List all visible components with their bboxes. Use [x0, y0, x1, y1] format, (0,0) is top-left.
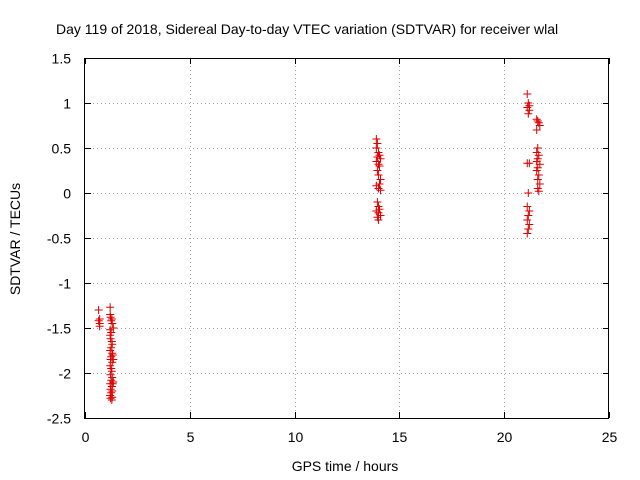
data-point	[525, 106, 534, 115]
data-point	[376, 186, 385, 195]
data-point	[533, 144, 542, 152]
x-tick-label: 25	[602, 429, 618, 445]
y-tick-label: -0.5	[47, 231, 71, 247]
y-tick-label: 0.5	[52, 141, 72, 157]
data-point	[534, 171, 543, 179]
data-point	[373, 166, 382, 175]
y-axis-label: SDTVAR / TECUs	[7, 183, 23, 295]
data-point	[374, 171, 383, 179]
data-point	[535, 180, 544, 188]
data-point	[524, 189, 533, 197]
data-point	[523, 90, 532, 98]
y-tick-label: 1	[63, 96, 71, 112]
data-point	[373, 139, 382, 148]
data-point	[376, 175, 385, 184]
data-point	[523, 229, 532, 238]
data-point	[523, 202, 532, 211]
data-point	[95, 322, 104, 331]
data-point	[94, 306, 103, 314]
data-point	[373, 198, 382, 206]
data-point	[535, 121, 544, 130]
data-point	[374, 216, 383, 224]
data-point	[533, 175, 542, 184]
data-point	[95, 315, 104, 323]
data-point	[372, 144, 381, 152]
data-point	[375, 162, 384, 170]
data-point	[374, 160, 383, 169]
y-tick-label: 1.5	[52, 51, 72, 67]
grid	[85, 58, 609, 418]
y-tick-label: -2.5	[47, 411, 71, 427]
y-tick-label: 0	[63, 186, 71, 202]
x-tick-label: 5	[187, 429, 195, 445]
data-point	[109, 378, 118, 386]
data-point	[533, 117, 542, 125]
data-point	[372, 135, 381, 143]
data-point	[525, 220, 534, 229]
data-point	[106, 394, 115, 403]
data-points	[94, 90, 544, 404]
axis-ticks: 0 5 10 15 20 25 -2.5 -2 -1.5 -1 -0.5 0 0.5 1 1.5	[47, 51, 618, 446]
data-point	[523, 216, 532, 224]
data-point	[372, 207, 381, 215]
data-point	[524, 225, 533, 233]
data-point	[525, 207, 534, 215]
data-point	[107, 396, 116, 404]
data-point	[525, 159, 534, 168]
x-tick-label: 10	[288, 429, 304, 445]
data-point	[532, 126, 541, 134]
x-tick-label: 20	[497, 429, 513, 445]
data-point	[108, 319, 117, 328]
data-point	[108, 340, 117, 349]
data-point	[375, 151, 384, 160]
data-point	[374, 184, 383, 193]
data-point	[524, 211, 533, 220]
data-point	[376, 154, 385, 163]
data-point	[534, 151, 543, 160]
x-tick-label: 0	[82, 429, 90, 445]
x-tick-label: 15	[392, 429, 408, 445]
data-point	[108, 351, 117, 359]
data-point	[109, 324, 118, 332]
y-tick-label: -1.5	[47, 321, 71, 337]
data-point	[107, 376, 116, 385]
data-point	[106, 313, 115, 322]
data-point	[109, 355, 118, 364]
data-point	[106, 303, 115, 312]
data-point	[524, 109, 533, 118]
y-tick-label: -1	[59, 276, 72, 292]
y-tick-label: -2	[59, 366, 72, 382]
x-axis-label: GPS time / hours	[292, 458, 399, 474]
data-point	[532, 166, 541, 175]
data-point	[534, 187, 543, 196]
chart-title: Day 119 of 2018, Sidereal Day-to-day VTE…	[56, 21, 558, 37]
data-point	[532, 115, 541, 124]
data-point	[535, 160, 544, 169]
